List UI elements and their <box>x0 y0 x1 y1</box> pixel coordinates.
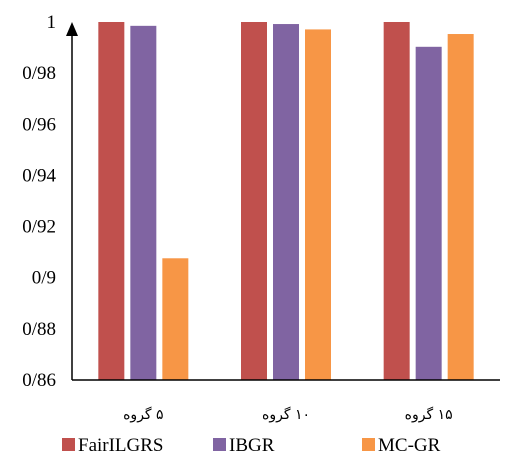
legend-label: MC-GR <box>378 435 441 455</box>
bar-fairilgrs-2 <box>241 22 267 380</box>
axes-group <box>66 22 500 381</box>
x-category-label: ۱۵ گروه <box>405 406 453 423</box>
x-category-label: ۱۰ گروه <box>262 406 310 423</box>
y-tick-label: 0/9 <box>32 268 56 289</box>
legend-item: MC-GR <box>362 435 441 455</box>
bar-mc-gr-3 <box>447 34 474 381</box>
bar-ibgr-2 <box>273 24 299 380</box>
bar-ibgr-3 <box>415 46 442 380</box>
legend-swatch <box>362 438 375 451</box>
y-axis-arrow <box>66 22 78 36</box>
y-tick-label: 0/92 <box>22 217 56 238</box>
bars-group <box>98 22 474 381</box>
y-tick-label: 0/88 <box>22 319 56 340</box>
bar-fairilgrs-1 <box>98 22 125 380</box>
y-tick-label: 0/94 <box>22 165 56 186</box>
legend-label: FairILGRS <box>78 435 164 455</box>
y-tick-label: 1 <box>47 12 57 33</box>
x-category-labels: ۵ گروه ۱۰ گروه ۱۵ گروه <box>123 406 453 423</box>
legend-swatch <box>62 438 75 451</box>
legend: FairILGRS IBGR MC-GR <box>62 435 441 455</box>
legend-item: FairILGRS <box>62 435 164 455</box>
x-category-label: ۵ گروه <box>123 406 163 423</box>
y-tick-labels: 0/86 0/88 0/9 0/92 0/94 0/96 0/98 1 <box>22 12 56 391</box>
legend-swatch <box>213 438 226 451</box>
bar-fairilgrs-3 <box>383 22 410 380</box>
legend-label: IBGR <box>229 435 275 455</box>
bar-mc-gr-1 <box>162 258 189 380</box>
y-tick-label: 0/86 <box>22 370 56 391</box>
bar-mc-gr-2 <box>305 29 331 381</box>
y-tick-label: 0/96 <box>22 114 56 135</box>
legend-item: IBGR <box>213 435 275 455</box>
bar-ibgr-1 <box>130 25 157 380</box>
y-tick-label: 0/98 <box>22 63 56 84</box>
